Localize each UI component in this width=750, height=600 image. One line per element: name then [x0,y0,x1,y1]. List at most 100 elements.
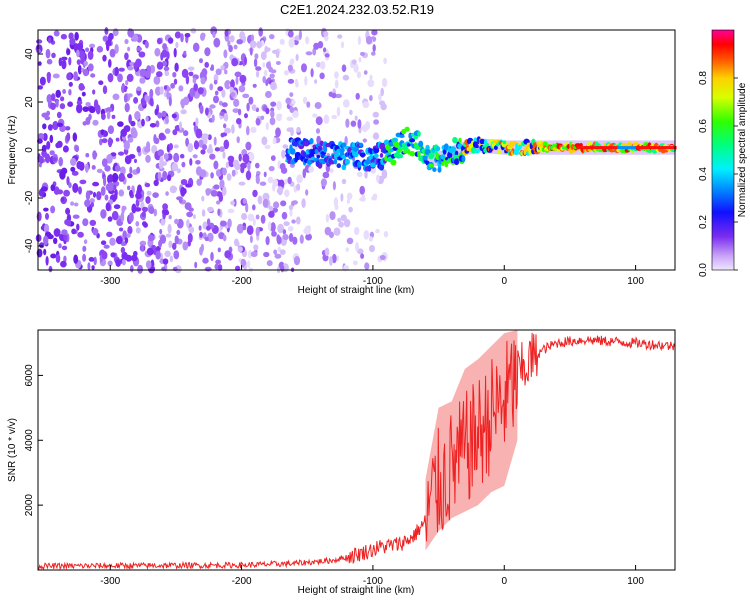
spectrogram-noise-cell [312,113,318,118]
spectrogram-noise-cell [92,181,100,187]
spectrogram-noise-cell [262,198,269,208]
spectrogram-noise-cell [272,178,279,188]
spectrogram-noise-cell [149,123,157,128]
spectrogram-noise-cell [324,53,330,58]
spectrogram-noise-cell [101,251,108,260]
spectrogram-noise-cell [255,214,260,220]
spectrogram-noise-cell [324,247,330,257]
spectrogram-signal-cell [428,163,434,168]
spectrogram-noise-cell [129,61,135,66]
spectrogram-noise-cell [335,93,342,99]
spectrogram-noise-cell [209,104,216,109]
spectrogram-noise-cell [62,145,69,153]
spectrogram-noise-cell [283,70,289,76]
spectrogram-noise-cell [162,43,168,50]
spectrogram-noise-cell [325,213,329,223]
spectrogram-y-tick-label: 0 [24,147,35,153]
spectrogram-noise-cell [265,122,269,131]
spectrogram-noise-cell [101,138,108,144]
spectrogram-noise-cell [155,250,161,260]
spectrogram-signal-cell [409,150,415,157]
spectrogram-noise-cell [67,101,73,107]
snr-frame [37,329,676,571]
spectrogram-noise-cell [50,205,56,214]
spectrogram-noise-cell [233,98,240,107]
spectrogram-noise-cell [217,247,221,253]
spectrogram-noise-cell [59,170,66,180]
spectrogram-noise-cell [64,126,71,131]
spectrogram-noise-cell [227,208,235,214]
spectrogram-noise-cell [35,39,43,44]
spectrogram-noise-cell [78,161,85,171]
spectrogram-noise-cell [269,73,275,79]
spectrogram-noise-cell [372,132,380,140]
spectrogram-noise-cell [219,146,225,153]
spectrogram-noise-cell [195,117,199,126]
spectrogram-noise-cell [127,173,133,179]
spectrogram-noise-cell [359,185,366,195]
spectrogram-noise-cell [135,192,142,200]
spectrogram-noise-cell [76,103,83,114]
spectrogram-noise-cell [45,48,51,59]
colorbar-tick-label: 0.2 [698,215,709,229]
spectrogram-noise-cell [107,125,114,134]
spectrogram-noise-cell [292,236,298,245]
spectrogram-noise-cell [107,137,113,148]
spectrogram-noise-cell [85,102,91,107]
spectrogram-noise-cell [287,30,294,38]
spectrogram-noise-cell [135,227,141,234]
spectrogram-noise-cell [106,154,113,164]
spectrogram-noise-cell [363,230,370,240]
spectrogram-noise-cell [168,240,173,248]
spectrogram-noise-cell [238,181,246,186]
spectrogram-noise-cell [341,64,347,72]
spectrogram-noise-cell [379,100,386,106]
spectrogram-noise-cell [222,151,226,159]
spectrogram-noise-cell [163,66,170,72]
spectrogram-noise-cell [123,125,131,133]
spectrogram-noise-cell [91,165,96,170]
spectrogram-noise-cell [49,134,54,144]
spectrogram-core-cell [612,146,614,150]
spectrogram-noise-cell [204,266,212,272]
spectrogram-noise-cell [81,91,86,97]
spectrogram-noise-cell [41,112,49,118]
spectrogram-noise-cell [373,119,379,125]
spectrogram-noise-cell [213,37,221,48]
snr-y-tick-label: 4000 [24,429,35,452]
spectrogram-core-cell [651,146,653,150]
spectrogram-x-axis-label: Height of straight line (km) [298,285,415,296]
spectrogram-noise-cell [127,65,134,71]
spectrogram-noise-cell [89,43,96,49]
spectrogram-signal-cell [418,140,424,148]
spectrogram-noise-cell [210,64,214,70]
spectrogram-noise-cell [125,79,129,86]
spectrogram-noise-cell [74,145,80,153]
spectrogram-noise-cell [176,229,181,236]
spectrogram-noise-cell [287,64,293,72]
spectrogram-noise-cell [174,186,177,192]
spectrogram-noise-cell [282,229,287,235]
spectrogram-noise-cell [223,49,228,59]
spectrogram-noise-cell [139,77,146,84]
spectrogram-noise-cell [196,178,202,186]
spectrogram-noise-cell [50,253,57,259]
spectrogram-noise-cell [199,58,203,64]
spectrogram-noise-cell [108,181,114,192]
spectrogram-noise-cell [268,210,275,218]
spectrogram-noise-cell [271,231,277,237]
spectrogram-noise-cell [360,51,365,56]
spectrogram-noise-cell [213,160,219,170]
spectrogram-noise-cell [166,174,172,182]
spectrogram-noise-cell [204,47,211,57]
spectrogram-noise-cell [172,242,177,250]
spectrogram-core-cell [598,146,601,150]
spectrogram-noise-cell [296,126,301,133]
colorbar-ticks: 0.0 0.2 0.4 0.6 0.8 [698,71,738,277]
spectrogram-noise-cell [247,161,251,171]
spectrogram-core-cell [644,146,647,150]
spectrogram-noise-cell [342,99,350,108]
spectrogram-noise-cell [88,257,95,262]
spectrogram-noise-cell [192,77,197,84]
spectrogram-noise-cell [102,54,107,62]
